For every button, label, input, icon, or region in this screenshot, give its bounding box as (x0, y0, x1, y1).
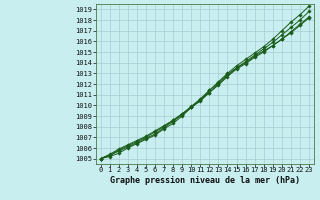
X-axis label: Graphe pression niveau de la mer (hPa): Graphe pression niveau de la mer (hPa) (110, 176, 300, 185)
